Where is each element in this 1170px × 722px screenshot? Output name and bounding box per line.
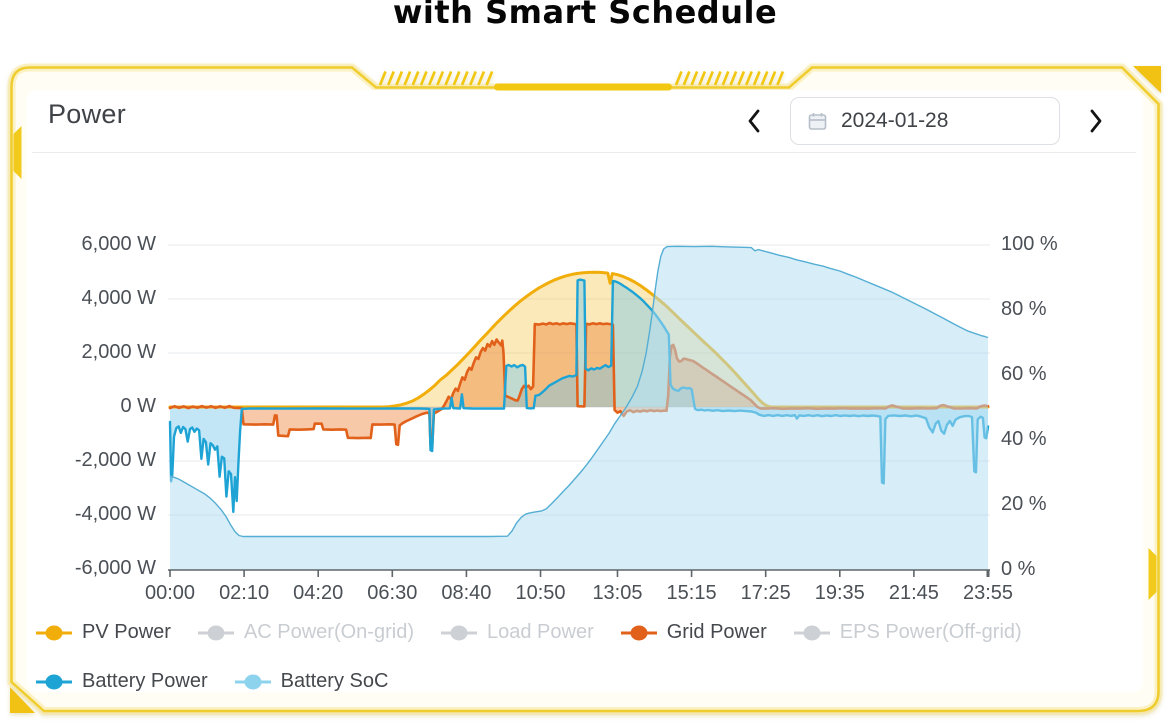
- x-axis-label: 08:40: [441, 582, 492, 604]
- date-value: 2024-01-28: [841, 109, 949, 132]
- chevron-right-icon: [1090, 109, 1102, 133]
- header-divider: [32, 152, 1136, 153]
- series-area-battery-soc: [170, 246, 988, 571]
- legend-item-eps-power-off-grid[interactable]: EPS Power(Off-grid): [793, 621, 1022, 644]
- legend-marker-battery-soc: [234, 674, 271, 689]
- x-axis-label: 15:15: [666, 582, 717, 604]
- y-axis-right-label: 100 %: [1001, 233, 1058, 255]
- date-navigation: 2024-01-28: [742, 96, 1108, 146]
- y-axis-left-label: -2,000 W: [74, 449, 156, 471]
- prev-date-button[interactable]: [742, 106, 766, 136]
- legend-item-load-power[interactable]: Load Power: [440, 621, 594, 644]
- next-date-button[interactable]: [1084, 106, 1108, 136]
- legend-label: Grid Power: [666, 621, 767, 643]
- y-axis-left-label: 0 W: [120, 395, 156, 417]
- legend-label: Battery SoC: [280, 670, 389, 692]
- chart-legend: PV Power AC Power(On-grid) Load Power Grid …: [36, 621, 1154, 693]
- legend-item-battery-soc[interactable]: Battery SoC: [234, 670, 389, 693]
- series-area-grid-power: [170, 323, 988, 447]
- card-title: Power: [48, 99, 127, 129]
- legend-marker-ac-power-on-grid: [197, 625, 234, 640]
- legend-marker-battery-power: [36, 674, 72, 689]
- legend-marker-eps-power-off-grid: [793, 625, 830, 640]
- x-axis-label: 23:55: [962, 582, 1014, 604]
- left-edge-tab: [13, 126, 22, 179]
- y-axis-right-label: 80 %: [1001, 298, 1047, 320]
- legend-marker-grid-power: [620, 625, 657, 640]
- legend-item-ac-power-on-grid[interactable]: AC Power(On-grid): [197, 621, 414, 644]
- corner-triangle-top-right: [1133, 66, 1161, 93]
- card-border-line: [10, 66, 1160, 713]
- legend-label: Battery Power: [82, 670, 208, 692]
- legend-item-pv-power[interactable]: PV Power: [36, 621, 171, 644]
- series-area-battery-power: [170, 279, 988, 512]
- y-axis-right-label: 0 %: [1001, 558, 1036, 580]
- x-axis-label: 06:30: [367, 582, 418, 604]
- x-axis-label: 17:25: [740, 582, 791, 604]
- legend-item-battery-power[interactable]: Battery Power: [36, 670, 208, 693]
- y-axis-right-label: 40 %: [1001, 428, 1047, 450]
- x-axis-label: 02:10: [219, 582, 270, 604]
- series-line-battery-soc: [169, 245, 989, 538]
- x-axis-label: 00:00: [144, 582, 196, 604]
- hazard-stripes-right: [674, 71, 785, 86]
- right-edge-tab: [1148, 548, 1157, 600]
- page-title: with Smart Schedule: [392, 0, 778, 31]
- y-axis-left-label: -6,000 W: [74, 557, 156, 579]
- chevron-left-icon: [748, 109, 760, 133]
- x-axis-label: 10:50: [515, 582, 566, 604]
- y-axis-left-label: 6,000 W: [81, 233, 156, 255]
- y-axis-left-label: 4,000 W: [81, 287, 156, 309]
- x-axis-label: 21:45: [888, 582, 939, 604]
- legend-marker-pv-power: [36, 625, 72, 640]
- legend-label: EPS Power(Off-grid): [839, 621, 1022, 643]
- accent-bar: [494, 83, 672, 91]
- legend-label: PV Power: [82, 621, 171, 643]
- hazard-stripes-left: [378, 71, 494, 86]
- date-input[interactable]: 2024-01-28: [790, 97, 1060, 145]
- legend-marker-load-power: [440, 625, 477, 640]
- corner-triangle-bottom-left: [10, 687, 35, 713]
- y-axis-right-label: 20 %: [1001, 493, 1047, 515]
- series-area-pv-power: [170, 272, 988, 407]
- legend-label: Load Power: [486, 621, 594, 643]
- x-axis-label: 13:05: [592, 582, 643, 604]
- y-axis-right-label: 60 %: [1001, 363, 1047, 385]
- legend-label: AC Power(On-grid): [243, 621, 414, 643]
- x-axis-label: 19:35: [814, 582, 865, 604]
- calendar-icon: [808, 112, 827, 130]
- x-axis-label: 04:20: [293, 582, 344, 604]
- y-axis-left-label: 2,000 W: [81, 341, 156, 363]
- y-axis-left-label: -4,000 W: [74, 503, 156, 525]
- legend-item-grid-power[interactable]: Grid Power: [620, 621, 767, 644]
